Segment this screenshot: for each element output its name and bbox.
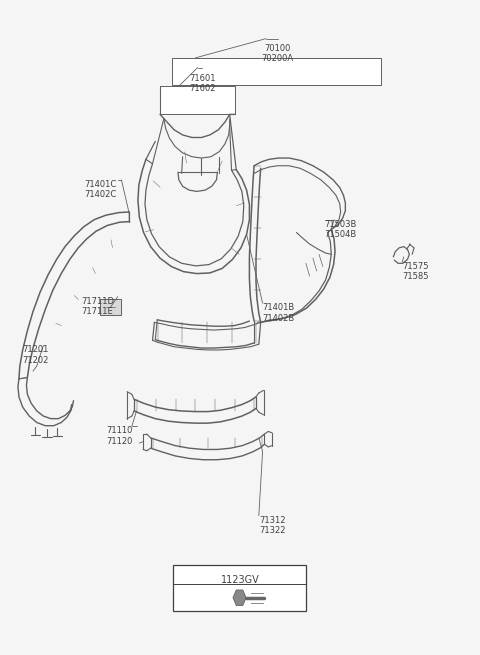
- Text: 71401B
71402B: 71401B 71402B: [263, 303, 295, 322]
- Text: 71110
71120: 71110 71120: [106, 426, 132, 446]
- Text: 71575
71585: 71575 71585: [402, 262, 429, 282]
- Bar: [160, 86, 235, 115]
- Text: 71201
71202: 71201 71202: [23, 345, 49, 365]
- Bar: [173, 565, 306, 611]
- Bar: [100, 299, 121, 314]
- Text: 71312
71322: 71312 71322: [259, 515, 285, 535]
- Text: 71601
71602: 71601 71602: [189, 74, 216, 94]
- Text: 71503B
71504B: 71503B 71504B: [324, 219, 357, 239]
- Bar: [172, 58, 381, 85]
- Text: 70100
70200A: 70100 70200A: [262, 44, 294, 63]
- Text: 71711D
71711E: 71711D 71711E: [81, 297, 114, 316]
- Text: 71401C
71402C: 71401C 71402C: [85, 180, 117, 199]
- Polygon shape: [233, 590, 246, 605]
- Text: 1123GV: 1123GV: [221, 574, 259, 585]
